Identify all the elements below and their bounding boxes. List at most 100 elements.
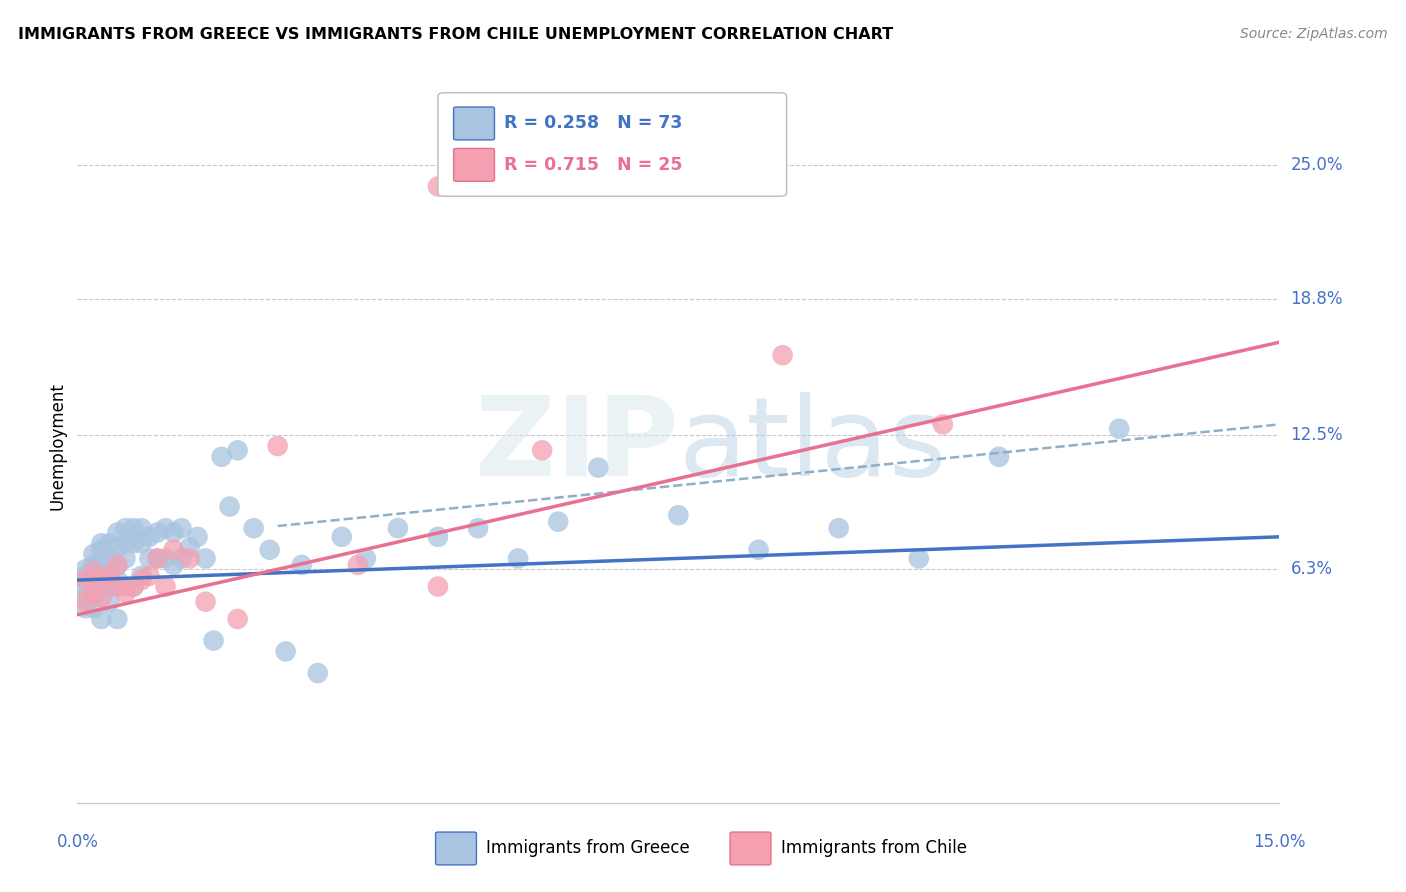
Text: Source: ZipAtlas.com: Source: ZipAtlas.com [1240,27,1388,41]
Point [107,558,129,572]
Point [427,530,450,544]
Point [131,568,153,582]
Point [107,541,129,555]
Point [98,551,121,566]
Point [1108,422,1130,436]
Point [155,580,177,594]
Text: R = 0.258   N = 73: R = 0.258 N = 73 [505,114,682,132]
Point [259,542,281,557]
Point [146,551,169,566]
Point [162,525,184,540]
Point [138,568,160,582]
Point [387,521,409,535]
Point [82,558,104,572]
Point [107,573,129,587]
Point [547,515,569,529]
Point [82,586,104,600]
Point [90,568,112,582]
Point [107,558,129,572]
Point [155,521,177,535]
Point [98,565,121,579]
Point [75,573,97,587]
Point [114,551,136,566]
Point [211,450,233,464]
Text: atlas: atlas [679,392,946,500]
Point [226,612,249,626]
Point [82,568,104,582]
Point [508,551,530,566]
Point [90,536,112,550]
Point [170,521,193,535]
Point [75,562,97,576]
Point [82,547,104,561]
FancyBboxPatch shape [439,93,786,196]
Point [828,521,851,535]
Point [98,568,121,582]
Y-axis label: Unemployment: Unemployment [48,382,66,510]
Point [138,530,160,544]
Point [131,573,153,587]
Point [218,500,240,514]
Text: 18.8%: 18.8% [1291,290,1343,308]
Point [75,595,97,609]
Point [82,591,104,605]
Point [98,595,121,609]
Point [114,521,136,535]
Point [107,612,129,626]
Text: 25.0%: 25.0% [1291,156,1343,174]
Point [75,568,97,582]
Point [122,536,145,550]
Point [114,580,136,594]
Point [932,417,955,432]
Point [131,536,153,550]
Point [122,580,145,594]
Point [90,580,112,594]
Text: Immigrants from Chile: Immigrants from Chile [780,839,966,857]
Point [131,521,153,535]
Point [98,536,121,550]
Point [107,580,129,594]
Point [170,551,193,566]
FancyBboxPatch shape [730,832,770,865]
Text: R = 0.715   N = 25: R = 0.715 N = 25 [505,156,682,174]
Point [179,551,201,566]
Point [90,542,112,557]
Text: IMMIGRANTS FROM GREECE VS IMMIGRANTS FROM CHILE UNEMPLOYMENT CORRELATION CHART: IMMIGRANTS FROM GREECE VS IMMIGRANTS FRO… [18,27,893,42]
Point [202,633,225,648]
Text: 12.5%: 12.5% [1291,426,1343,444]
Text: Immigrants from Greece: Immigrants from Greece [486,839,690,857]
Point [194,595,217,609]
FancyBboxPatch shape [454,148,495,181]
Point [194,551,217,566]
Point [427,580,450,594]
Point [90,573,112,587]
Point [146,525,169,540]
Point [274,644,297,658]
Point [162,558,184,572]
Point [588,460,610,475]
Point [90,612,112,626]
Point [291,558,314,572]
Point [179,541,201,555]
Point [114,586,136,600]
Point [668,508,690,523]
Point [267,439,290,453]
Point [347,558,370,572]
Point [107,525,129,540]
FancyBboxPatch shape [454,107,495,140]
Point [427,179,450,194]
Point [531,443,554,458]
Point [114,536,136,550]
FancyBboxPatch shape [436,832,477,865]
Point [330,530,353,544]
Point [748,542,770,557]
Point [75,580,97,594]
Point [82,565,104,579]
Point [354,551,377,566]
Point [90,591,112,605]
Point [82,601,104,615]
Point [307,666,329,681]
Point [242,521,264,535]
Point [186,530,209,544]
Point [467,521,489,535]
